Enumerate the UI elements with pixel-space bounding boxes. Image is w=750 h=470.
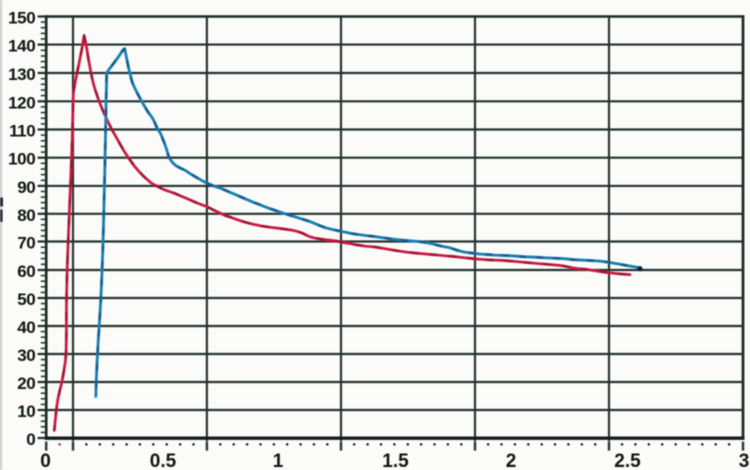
svg-text:10: 10 [17, 402, 35, 421]
svg-text:2.5: 2.5 [614, 451, 641, 470]
svg-text:0: 0 [40, 451, 51, 470]
svg-text:40: 40 [17, 318, 35, 337]
svg-text:0.5: 0.5 [150, 451, 177, 470]
svg-text:0: 0 [26, 430, 35, 449]
svg-text:140: 140 [8, 37, 35, 56]
svg-text:2: 2 [506, 451, 517, 470]
svg-text:100: 100 [8, 150, 35, 169]
svg-text:50: 50 [17, 290, 35, 309]
svg-text:1: 1 [273, 451, 284, 470]
svg-text:1.5: 1.5 [382, 451, 409, 470]
svg-text:70: 70 [17, 234, 35, 253]
svg-text:130: 130 [8, 65, 35, 84]
svg-text:120: 120 [8, 93, 35, 112]
svg-text:150: 150 [8, 9, 35, 28]
svg-text:90: 90 [17, 178, 35, 197]
svg-text:20: 20 [17, 374, 35, 393]
svg-text:30: 30 [17, 346, 35, 365]
svg-text:3: 3 [739, 451, 750, 470]
svg-text:80: 80 [17, 206, 35, 225]
svg-text:60: 60 [17, 262, 35, 281]
svg-text:110: 110 [9, 122, 35, 141]
